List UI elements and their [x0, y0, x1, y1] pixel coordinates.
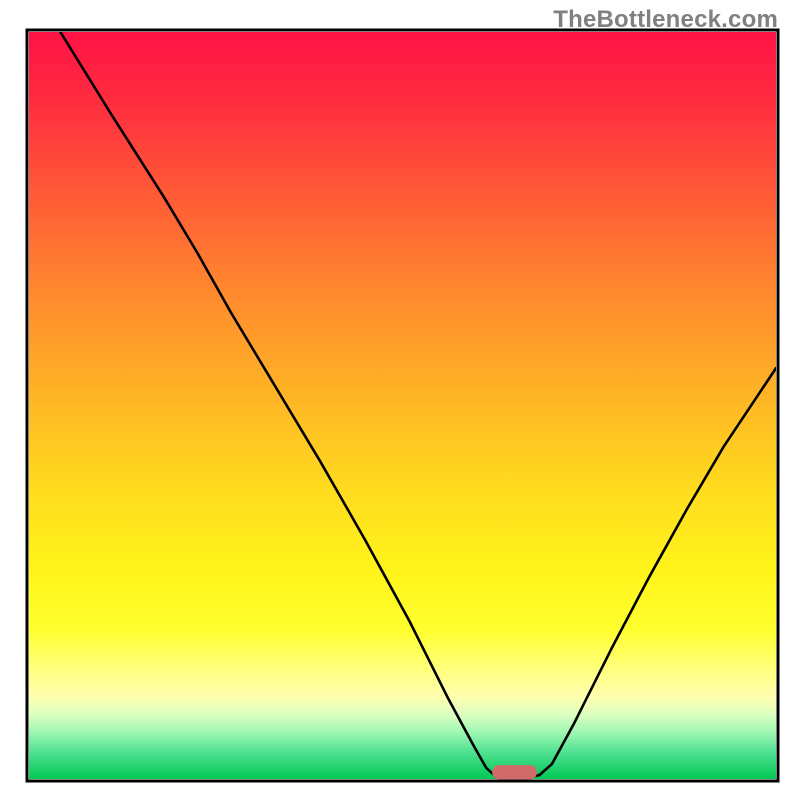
optimal-marker	[492, 765, 537, 779]
watermark-text: TheBottleneck.com	[553, 6, 778, 34]
gradient-background	[29, 32, 776, 779]
